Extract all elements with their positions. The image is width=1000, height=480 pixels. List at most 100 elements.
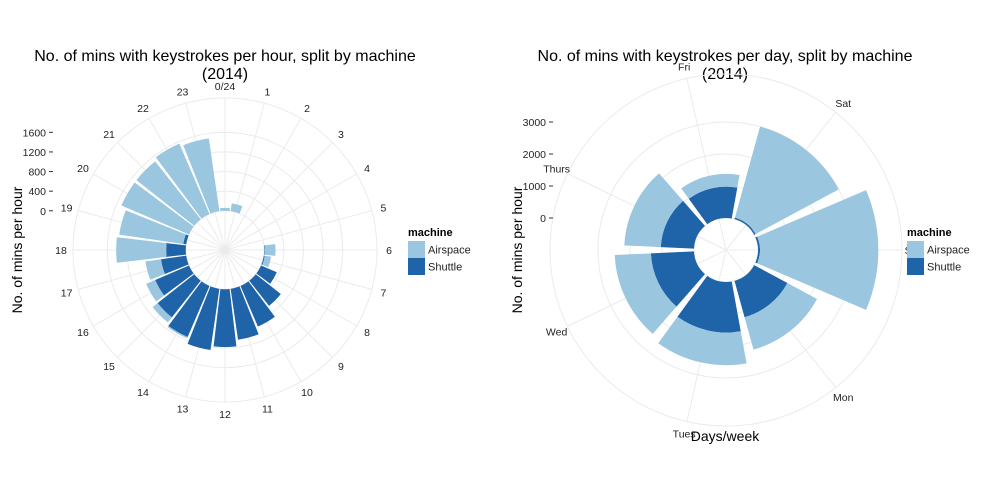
- bar-segment-shuttle: [734, 217, 756, 235]
- x-axis-title: Days/week: [691, 428, 760, 444]
- category-label: 2: [304, 103, 310, 115]
- grid-spoke: [224, 249, 333, 358]
- grid-spoke: [686, 78, 727, 251]
- bar-segment-shuttle: [650, 251, 705, 307]
- category-label: 8: [364, 327, 370, 339]
- category-label: 22: [137, 103, 149, 115]
- category-label: 6: [386, 245, 392, 257]
- grid-spoke: [224, 118, 302, 251]
- grid-spoke: [224, 103, 265, 251]
- legend: machine Airspace Shuttle: [907, 227, 970, 275]
- y-tick-label: 1200: [23, 147, 47, 159]
- grid-spoke: [224, 249, 372, 290]
- bar-segment-airspace: [136, 161, 201, 226]
- category-label: 10: [301, 387, 313, 399]
- category-labels: 0/24 123456789101112131415161718192021222…: [55, 81, 392, 421]
- bar-segment-airspace: [146, 280, 165, 302]
- bar-segment-shuttle: [263, 245, 265, 255]
- bars: [116, 138, 281, 350]
- y-axis-title: No. of mins per hour: [9, 186, 25, 313]
- bar-segment-airspace: [152, 303, 172, 323]
- bar-segment-airspace: [757, 190, 879, 310]
- category-label: Sat: [835, 98, 851, 110]
- category-label: 0/24: [215, 81, 236, 93]
- bar-segment-airspace: [119, 210, 186, 244]
- daily-polar-chart: No. of mins with keystrokes per day, spl…: [509, 48, 970, 444]
- polar-grid: [72, 97, 378, 403]
- legend-label-airspace: Airspace: [927, 245, 970, 257]
- bar-segment-shuttle: [168, 281, 210, 337]
- bar-segment-airspace: [658, 316, 747, 366]
- y-axis-title: No. of mins per hour: [509, 186, 525, 313]
- category-label: 14: [137, 387, 149, 399]
- legend-swatch-airspace: [408, 241, 425, 258]
- category-label: 1: [265, 87, 271, 99]
- y-axis-ticks: 0 1000 2000 3000: [523, 117, 553, 225]
- bar-segment-airspace: [230, 203, 243, 214]
- bars: [614, 126, 879, 366]
- legend-swatch-shuttle: [907, 258, 924, 275]
- category-label: 17: [61, 287, 73, 299]
- category-label: 20: [77, 163, 89, 175]
- category-label: 18: [55, 245, 67, 257]
- category-label: 16: [77, 327, 89, 339]
- legend-label-airspace: Airspace: [428, 245, 471, 257]
- bar-segment-airspace: [121, 182, 194, 235]
- bar-segment-shuttle: [213, 288, 237, 348]
- legend: machine Airspace Shuttle: [408, 227, 471, 275]
- category-label: 13: [177, 403, 189, 415]
- legend-swatch-shuttle: [408, 258, 425, 275]
- category-label: 15: [103, 361, 115, 373]
- bar-segment-airspace: [167, 325, 188, 339]
- category-label: 23: [177, 87, 189, 99]
- y-tick-label: 0: [40, 206, 46, 218]
- hourly-polar-chart: No. of mins with keystrokes per hour, sp…: [9, 48, 471, 421]
- category-label: 21: [103, 129, 115, 141]
- legend-label-shuttle: Shuttle: [927, 262, 961, 274]
- category-label: Mon: [833, 392, 854, 404]
- bar-segment-shuttle: [166, 243, 187, 257]
- y-tick-label: 400: [28, 186, 46, 198]
- bar-segment-shuttle: [256, 265, 277, 284]
- legend-swatch-airspace: [907, 241, 924, 258]
- category-labels: SunMonTuesWedThursFriSat: [543, 62, 923, 441]
- grid-spoke: [224, 249, 357, 327]
- bar-segment-shuttle: [230, 286, 259, 340]
- category-label: 4: [364, 163, 370, 175]
- bar-segment-shuttle: [677, 275, 741, 333]
- category-label: 9: [338, 361, 344, 373]
- category-label: 11: [262, 403, 273, 415]
- category-label: 3: [338, 129, 344, 141]
- bar-segment-shuttle: [187, 286, 220, 350]
- bar-segment-shuttle: [155, 265, 194, 296]
- category-label: 12: [219, 409, 231, 421]
- grid-spoke: [224, 210, 372, 251]
- chart-title: No. of mins with keystrokes per day, spl…: [538, 48, 913, 65]
- y-tick-label: 0: [540, 213, 546, 225]
- bar-segment-airspace: [116, 237, 167, 263]
- bar-segment-shuttle: [183, 234, 189, 245]
- bar-segment-airspace: [681, 173, 740, 199]
- bar-segment-airspace: [744, 283, 818, 350]
- bar-segment-shuttle: [249, 274, 281, 306]
- bar-segment-airspace: [155, 143, 210, 219]
- bar-segment-shuttle: [160, 255, 189, 274]
- bar-segment-airspace: [262, 255, 272, 268]
- category-label: Fri: [678, 62, 690, 74]
- bar-segment-shuttle: [734, 265, 788, 318]
- y-tick-label: 1600: [23, 127, 47, 139]
- bar-segment-shuttle: [660, 200, 705, 249]
- grid-spoke: [224, 173, 357, 251]
- category-label: Wed: [546, 327, 568, 339]
- bar-segment-airspace: [220, 207, 230, 212]
- bar-segment-airspace: [183, 138, 220, 214]
- bar-segment-airspace: [624, 173, 684, 248]
- bar-segment-airspace: [264, 244, 276, 256]
- legend-title: machine: [907, 227, 952, 239]
- y-tick-label: 2000: [523, 149, 547, 161]
- y-tick-label: 1000: [523, 181, 547, 193]
- bar-segment-airspace: [734, 126, 839, 235]
- bar-segment-shuttle: [688, 186, 738, 225]
